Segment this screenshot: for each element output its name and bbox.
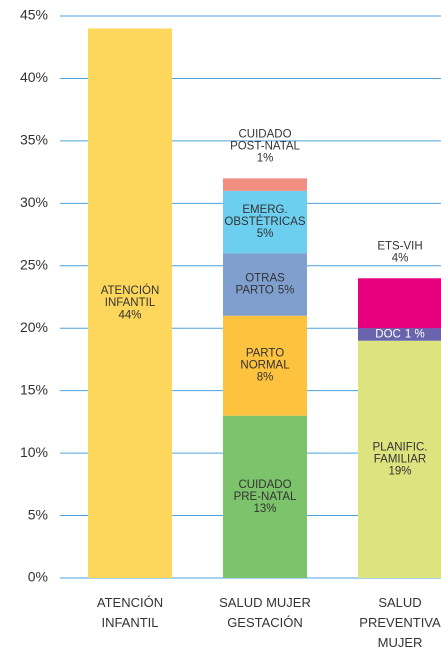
y-tick-label: 20% xyxy=(20,319,48,335)
y-tick-label: 5% xyxy=(28,506,48,522)
bar-segment xyxy=(358,328,441,341)
text-line: PLANIFIC. xyxy=(373,441,428,453)
text-line: ATENCIÓN xyxy=(97,595,163,610)
segment-label: CUIDADO POST-NATAL xyxy=(230,128,300,152)
text-line: CUIDADO xyxy=(238,479,291,491)
text-line: OBSTÉTRICAS xyxy=(224,215,305,228)
value-label: 44% xyxy=(118,309,141,321)
text-line: POST-NATAL xyxy=(230,140,300,152)
segment-label: PARTO NORMAL xyxy=(240,348,290,372)
value-label: 1% xyxy=(257,152,274,164)
value-label: 1 % xyxy=(405,328,425,340)
text-line: PREVENTIVA xyxy=(359,615,441,630)
y-tick-label: 25% xyxy=(20,256,48,272)
bar-segment xyxy=(223,253,307,316)
text-line: GESTACIÓN xyxy=(227,615,303,630)
value-label: 19% xyxy=(388,465,411,477)
value-label: 5% xyxy=(278,285,295,297)
y-tick-label: 35% xyxy=(20,132,48,148)
value-label: 8% xyxy=(257,372,274,384)
bar-segment xyxy=(358,278,441,329)
segment-label: DOC 1 % xyxy=(375,328,424,340)
bar-segment xyxy=(223,415,307,578)
text-line: CUIDADO xyxy=(238,128,291,140)
y-tick-label: 10% xyxy=(20,444,48,460)
y-tick-label: 40% xyxy=(20,69,48,85)
text-line: PARTO xyxy=(246,348,284,360)
y-tick-label: 30% xyxy=(20,194,48,210)
text-line: NORMAL xyxy=(240,360,290,372)
text-line: EMERG. xyxy=(242,204,287,216)
x-tick-label: ATENCIÓN INFANTIL xyxy=(97,595,163,630)
y-tick-label: 0% xyxy=(28,569,48,585)
text-line: OTRAS xyxy=(245,273,285,285)
value-label: 5% xyxy=(257,228,274,240)
text-line: PARTO xyxy=(236,285,274,297)
text-line: INFANTIL xyxy=(105,297,156,309)
value-label: 4% xyxy=(392,252,409,264)
text-line: ETS-VIH xyxy=(377,240,422,252)
bar-segment xyxy=(223,315,307,416)
segment-label: OTRAS PARTO 5% xyxy=(236,273,295,297)
bar-segment xyxy=(223,178,307,191)
segment-label: EMERG. OBSTÉTRICAS xyxy=(224,204,305,228)
x-tick-label: SALUD PREVENTIVA MUJER xyxy=(359,595,441,650)
bar-segment xyxy=(358,340,441,578)
segment-label: CUIDADO PRE-NATAL xyxy=(234,479,297,503)
x-tick-label: SALUD MUJER GESTACIÓN xyxy=(219,595,311,630)
text-line: INFANTIL xyxy=(101,615,158,630)
text-line: SALUD xyxy=(378,595,421,610)
text-line: DOC xyxy=(375,328,401,340)
bar-segment xyxy=(88,28,172,578)
y-tick-label: 45% xyxy=(20,7,48,23)
text-line: PRE-NATAL xyxy=(234,491,297,503)
segment-label: ATENCIÓN INFANTIL xyxy=(101,284,160,309)
segment-label: ETS-VIH xyxy=(377,240,422,252)
value-label: 13% xyxy=(253,503,276,515)
text-line: SALUD MUJER xyxy=(219,595,311,610)
bar-segment xyxy=(223,190,307,254)
segment-label: PLANIFIC. FAMILIAR xyxy=(373,441,428,465)
y-tick-label: 15% xyxy=(20,381,48,397)
text-line: FAMILIAR xyxy=(374,453,426,465)
text-line: ATENCIÓN xyxy=(101,284,160,297)
text-line: MUJER xyxy=(378,635,423,650)
